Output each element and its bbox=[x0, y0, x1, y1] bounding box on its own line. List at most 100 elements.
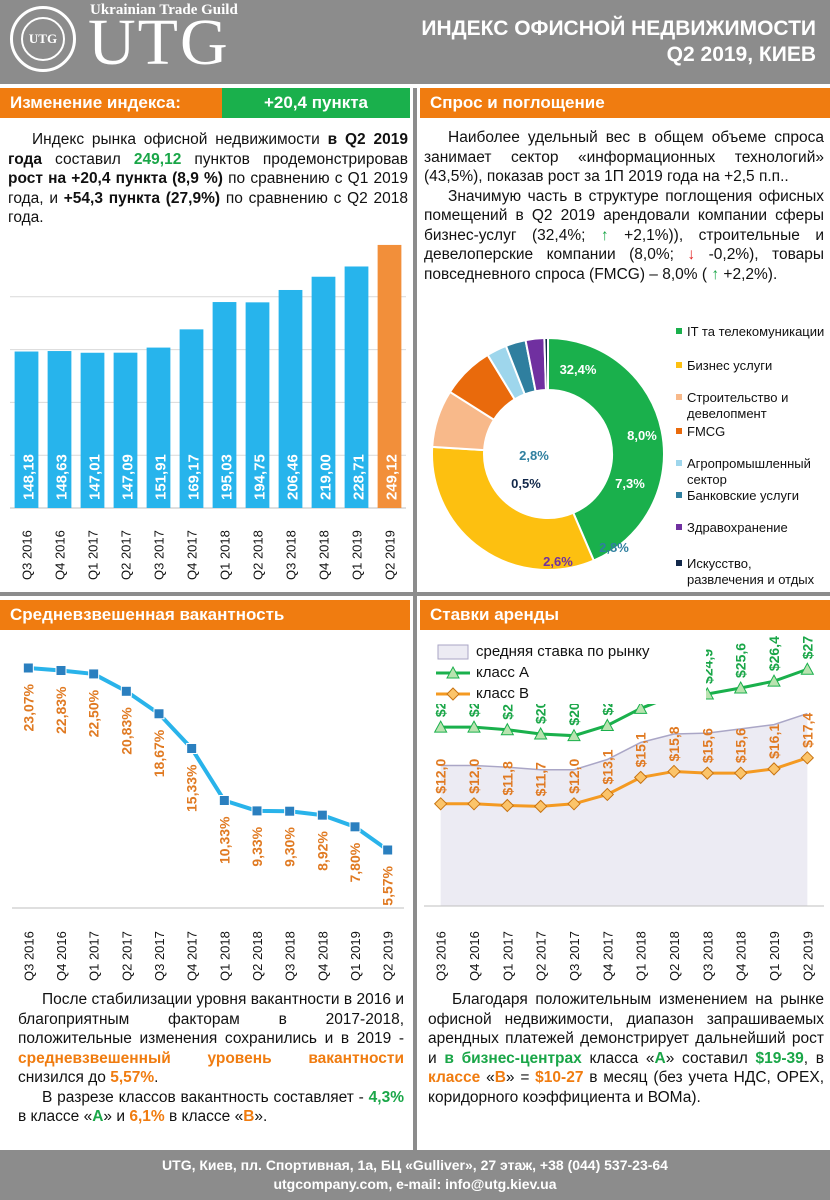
class-b-point bbox=[500, 798, 515, 813]
bar bbox=[212, 302, 237, 508]
legend-swatch bbox=[676, 428, 682, 434]
index-paragraph: Индекс рынка офисной недвижимости в Q2 2… bbox=[8, 130, 408, 228]
seal-text: UTG bbox=[21, 17, 65, 61]
rent-class-a-range: $19-39 bbox=[755, 1049, 804, 1067]
rent-text-i: « bbox=[480, 1069, 495, 1086]
x-tick-label: Q3 2017 bbox=[567, 931, 582, 981]
index-text-c: составил bbox=[41, 150, 134, 168]
arrow-down-icon: ↓ bbox=[687, 246, 696, 263]
index-value: 249,12 bbox=[133, 150, 182, 168]
class-b-point bbox=[733, 766, 748, 780]
x-tick-label: Q4 2017 bbox=[185, 931, 200, 981]
bar bbox=[179, 329, 204, 508]
donut-slice-label: 2,8% bbox=[599, 540, 629, 555]
logo-utg-text: UTG bbox=[88, 6, 230, 79]
bar-value-label: 194,75 bbox=[252, 454, 269, 500]
rent-text-h: классе bbox=[428, 1069, 481, 1086]
vacancy-text-2e: » и bbox=[103, 1108, 130, 1125]
vacancy-text-c: снизился до bbox=[18, 1069, 111, 1086]
market-line bbox=[440, 712, 808, 771]
vacancy-point bbox=[120, 685, 132, 697]
donut-slice-label: 8,0% bbox=[627, 428, 657, 443]
vacancy-value-label: 22,83% bbox=[53, 686, 69, 734]
legend-label: FMCG bbox=[687, 424, 726, 439]
legend-item: Агропромышленный сектор bbox=[676, 456, 828, 488]
page-title-line2: Q2 2019, КИЕВ bbox=[666, 43, 816, 66]
legend-item: Здравохранение bbox=[676, 520, 828, 536]
class-b-value-label: $15,6 bbox=[699, 728, 715, 763]
demand-donut-chart: 43,5%32,4%8,0%7,3%2,8%2,8%2,6%0,5% bbox=[431, 336, 665, 571]
vacancy-value-label: 20,83% bbox=[118, 707, 134, 755]
index-growth-quarter: рост на +20,4 пункта (8,9 %) bbox=[8, 170, 223, 187]
vacancy-point bbox=[251, 805, 263, 817]
legend-swatch bbox=[676, 460, 682, 466]
class-b-value-label: $13,1 bbox=[599, 749, 615, 784]
legend-market-swatch bbox=[437, 644, 469, 660]
vacancy-value-label: 10,33% bbox=[216, 816, 232, 864]
legend-label: Банковские услуги bbox=[687, 488, 799, 503]
legend-class-b-label: класс B bbox=[476, 685, 529, 702]
donut-slice bbox=[431, 445, 596, 571]
utg-seal-logo: UTG bbox=[10, 6, 76, 72]
footer-contacts: utgcompany.com, e-mail: info@utg.kiev.ua bbox=[273, 1176, 557, 1192]
page-title: ИНДЕКС ОФИСНОЙ НЕДВИЖИМОСТИ Q2 2019, КИЕ… bbox=[421, 16, 816, 68]
vacancy-value-label: 8,92% bbox=[314, 831, 330, 871]
rent-text-m: в месяц (без учета НДС, OPEX, коридорног… bbox=[428, 1069, 825, 1106]
footer-address: UTG, Киев, пл. Спортивная, 1а, БЦ «Gulli… bbox=[162, 1157, 668, 1173]
vacancy-point bbox=[349, 821, 361, 833]
x-tick-label: Q1 2018 bbox=[218, 530, 233, 580]
donut-slice bbox=[547, 336, 665, 562]
x-tick-label: Q3 2017 bbox=[152, 931, 167, 981]
vacancy-value-label: 9,30% bbox=[282, 827, 298, 867]
demand-paragraphs: Наиболее удельный вес в общем объеме спр… bbox=[424, 128, 824, 284]
x-tick-label: Q4 2016 bbox=[53, 530, 68, 580]
class-b-value-label: $11,8 bbox=[499, 761, 515, 795]
class-b-value-label: $15,6 bbox=[733, 728, 749, 763]
vacancy-point bbox=[218, 794, 230, 806]
vacancy-text-e: . bbox=[154, 1069, 159, 1086]
index-section-title: Изменение индекса: bbox=[0, 88, 222, 118]
class-b-value-label: $12,0 bbox=[433, 759, 449, 794]
x-tick-label: Q4 2018 bbox=[317, 530, 332, 580]
market-area bbox=[440, 713, 808, 906]
bar-value-label: 206,46 bbox=[285, 454, 302, 500]
donut-slice-label: 32,4% bbox=[560, 362, 597, 377]
class-b-value-label: $16,1 bbox=[766, 724, 782, 759]
x-tick-label: Q2 2017 bbox=[534, 931, 549, 981]
x-tick-label: Q4 2017 bbox=[600, 931, 615, 981]
x-tick-label: Q3 2017 bbox=[152, 530, 167, 580]
rent-line-chart: $21,0$21,0$20,7$20,2$20,0$21,2$23,2$24,7… bbox=[424, 636, 824, 981]
x-tick-label: Q2 2018 bbox=[667, 931, 682, 981]
legend-item: Строительство и девелопмент bbox=[676, 390, 828, 422]
vacancy-value-label: 22,50% bbox=[86, 689, 102, 737]
x-tick-label: Q1 2017 bbox=[87, 931, 102, 981]
bar-value-label: 195,03 bbox=[219, 454, 236, 500]
class-a-point bbox=[467, 720, 481, 733]
vacancy-value: 5,57% bbox=[110, 1069, 155, 1086]
class-b-value-label: $12,0 bbox=[466, 759, 482, 794]
class-b-value-label: $15,1 bbox=[633, 732, 649, 767]
bar-value-label: 147,01 bbox=[87, 454, 104, 500]
legend-item: Бизнес услуги bbox=[676, 358, 828, 374]
x-tick-label: Q4 2016 bbox=[54, 931, 69, 981]
legend-class-b-swatch bbox=[436, 687, 470, 701]
vacancy-point bbox=[186, 742, 198, 754]
vacancy-text-2g: в классе « bbox=[164, 1108, 244, 1125]
class-b-point bbox=[600, 787, 615, 802]
demand-text-b: +2,1%)), строительные и девелоперские ко… bbox=[424, 226, 824, 264]
x-tick-label: Q4 2018 bbox=[734, 931, 749, 981]
legend-item: IT та телекомуникации bbox=[676, 324, 828, 340]
vacancy-value-label: 23,07% bbox=[20, 683, 36, 731]
x-tick-label: Q1 2017 bbox=[500, 931, 515, 981]
arrow-up-icon: ↑ bbox=[711, 265, 720, 283]
legend-label: Бизнес услуги bbox=[687, 358, 773, 373]
donut-slice-label: 7,3% bbox=[615, 476, 645, 491]
bar-value-label: 249,12 bbox=[384, 454, 401, 500]
legend-label: Агропромышленный сектор bbox=[687, 456, 811, 487]
x-tick-label: Q2 2019 bbox=[800, 931, 815, 981]
bar bbox=[311, 276, 336, 508]
vacancy-text-a: После стабилизации уровня вакантности в … bbox=[18, 991, 404, 1047]
rent-paragraph: Благодаря положительным изменением на ры… bbox=[428, 990, 824, 1107]
class-a-point bbox=[800, 662, 815, 675]
demand-text-d: +2,2%). bbox=[719, 265, 778, 283]
